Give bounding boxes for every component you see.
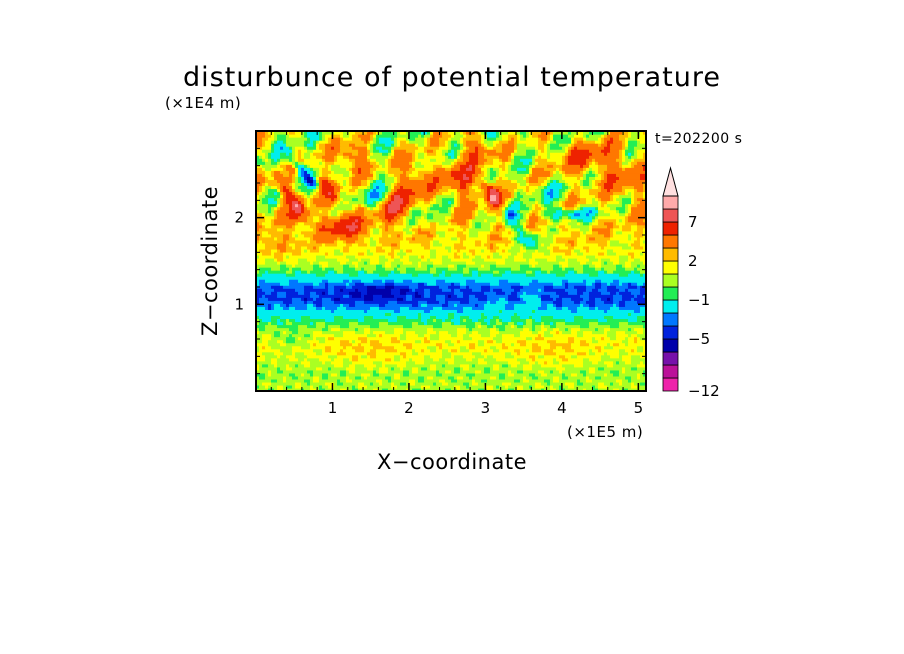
colorbar-label: −5 <box>688 330 710 348</box>
plot-frame <box>255 130 647 392</box>
colorbar-label: 7 <box>688 213 698 231</box>
colorbar-swatch <box>662 299 679 314</box>
colorbar-extend-arrow <box>662 166 679 197</box>
contour-field <box>256 131 646 391</box>
x-tick-label: 5 <box>634 399 644 417</box>
colorbar-label: −1 <box>688 291 710 309</box>
colorbar: 7 2 −1 −5 −12 <box>662 166 720 400</box>
colorbar-label: −12 <box>688 382 720 400</box>
colorbar-swatch <box>662 325 679 340</box>
colorbar-swatch <box>662 351 679 366</box>
colorbar-swatch <box>662 286 679 301</box>
colorbar-swatch <box>662 195 679 210</box>
x-axis-label: X−coordinate <box>377 450 527 474</box>
colorbar-swatch <box>662 247 679 262</box>
x-tick-label: 3 <box>481 399 491 417</box>
y-tick-label: 1 <box>234 295 244 313</box>
colorbar-swatch <box>662 377 679 392</box>
chart-title: disturbunce of potential temperature <box>183 62 721 93</box>
y-tick-label: 2 <box>234 209 244 227</box>
colorbar-swatch <box>662 338 679 353</box>
y-axis-unit: (×1E4 m) <box>165 94 241 112</box>
y-axis-ticks: 12 <box>234 147 646 375</box>
time-label: t=202200 s <box>655 131 742 147</box>
colorbar-swatch <box>662 221 679 236</box>
colorbar-swatch <box>662 364 679 379</box>
colorbar-swatch <box>662 208 679 223</box>
colorbar-swatch <box>662 273 679 288</box>
colorbar-swatch <box>662 312 679 327</box>
y-axis-label: Z−coordinate <box>198 186 222 336</box>
x-axis-ticks: 1 2 3 4 5 <box>270 131 644 417</box>
x-tick-label: 2 <box>404 399 414 417</box>
x-tick-label: 1 <box>328 399 338 417</box>
x-axis-unit: (×1E5 m) <box>567 423 643 441</box>
colorbar-label: 2 <box>688 252 698 270</box>
colorbar-swatch <box>662 234 679 249</box>
colorbar-swatch <box>662 260 679 275</box>
x-tick-label: 4 <box>557 399 567 417</box>
